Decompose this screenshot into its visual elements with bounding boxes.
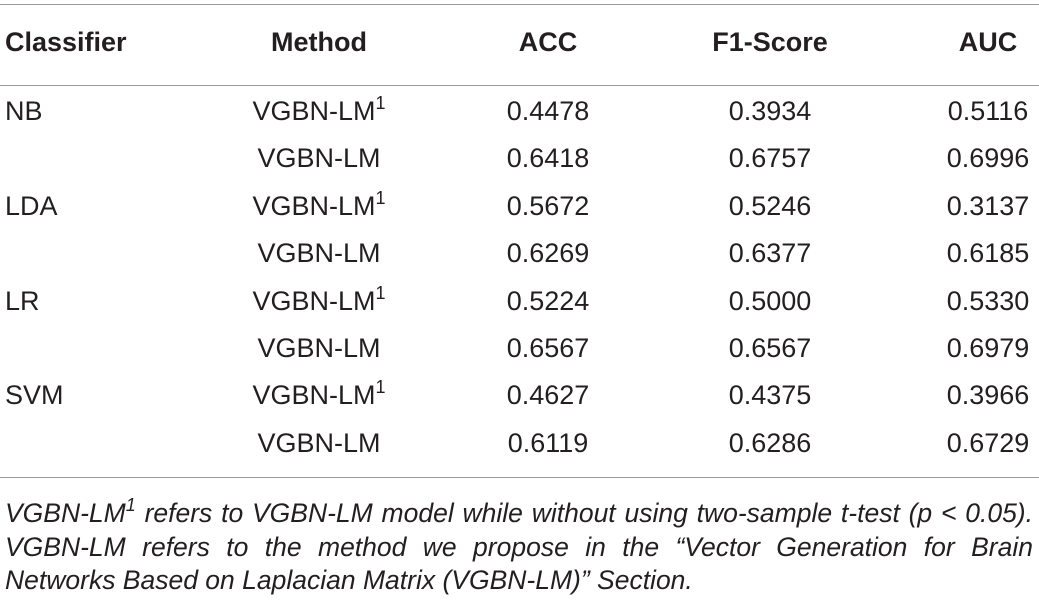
auc-cell: 0.5330 xyxy=(946,285,1030,316)
method-note: 1 xyxy=(375,377,386,398)
header-cell: F1-Score xyxy=(712,27,828,57)
header-rule xyxy=(0,85,1039,86)
acc-cell: 0.6567 xyxy=(506,333,590,363)
f1-cell: 0.5000 xyxy=(728,285,812,316)
classifier-cell: LDA xyxy=(5,190,58,221)
top-rule xyxy=(0,4,1039,5)
method-text: VGBN-LM xyxy=(257,143,381,174)
auc-cell: 0.5116 xyxy=(947,96,1029,126)
method-cell: VGBN-LM xyxy=(257,426,380,460)
f1-cell: 0.6567 xyxy=(728,333,812,363)
f1-cell: 0.6757 xyxy=(728,143,812,174)
method-cell: VGBN-LM1 xyxy=(252,284,385,318)
footnote: VGBN-LM1 refers to VGBN-LM model while w… xyxy=(5,495,1033,598)
acc-cell: 0.4627 xyxy=(506,380,590,411)
method-cell: VGBN-LM xyxy=(257,331,380,365)
method-text: VGBN-LM xyxy=(252,380,376,411)
method-cell: VGBN-LM1 xyxy=(252,189,385,223)
footnote-marker: 1 xyxy=(125,495,136,515)
f1-cell: 0.5246 xyxy=(728,190,812,221)
auc-cell: 0.3966 xyxy=(946,380,1030,411)
method-cell: VGBN-LM1 xyxy=(252,378,385,412)
bottom-rule xyxy=(0,477,1039,478)
classifier-cell: NB xyxy=(5,96,43,126)
method-note: 1 xyxy=(375,187,386,208)
method-text: VGBN-LM xyxy=(252,96,376,126)
footnote-text: refers to VGBN-LM model while without us… xyxy=(5,498,1033,595)
acc-cell: 0.6418 xyxy=(506,143,590,174)
auc-cell: 0.6996 xyxy=(946,143,1030,174)
f1-cell: 0.3934 xyxy=(728,96,812,126)
acc-cell: 0.5672 xyxy=(506,190,590,221)
method-note: 1 xyxy=(375,93,386,113)
method-text: VGBN-LM xyxy=(257,427,381,458)
classifier-cell: LR xyxy=(5,285,40,316)
f1-cell: 0.4375 xyxy=(728,380,812,411)
method-text: VGBN-LM xyxy=(257,238,381,269)
acc-cell: 0.4478 xyxy=(506,96,590,126)
auc-cell: 0.6185 xyxy=(946,238,1030,269)
method-note: 1 xyxy=(375,282,386,303)
method-cell: VGBN-LM1 xyxy=(252,94,385,128)
footnote-term: VGBN-LM xyxy=(5,498,126,528)
method-text: VGBN-LM xyxy=(252,190,376,221)
method-text: VGBN-LM xyxy=(252,285,376,316)
header-cell: ACC xyxy=(518,27,578,57)
method-cell: VGBN-LM xyxy=(257,141,380,175)
header-cell: Method xyxy=(271,27,367,57)
method-text: VGBN-LM xyxy=(257,333,381,363)
auc-cell: 0.3137 xyxy=(946,190,1030,221)
classifier-cell: SVM xyxy=(5,380,64,411)
f1-cell: 0.6286 xyxy=(728,427,812,458)
acc-cell: 0.6119 xyxy=(507,427,589,458)
method-cell: VGBN-LM xyxy=(257,236,380,270)
auc-cell: 0.6729 xyxy=(946,427,1030,458)
auc-cell: 0.6979 xyxy=(946,333,1030,363)
f1-cell: 0.6377 xyxy=(728,238,812,269)
acc-cell: 0.6269 xyxy=(506,238,590,269)
header-cell: AUC xyxy=(958,27,1018,57)
header-cell: Classifier xyxy=(5,27,127,57)
acc-cell: 0.5224 xyxy=(506,285,590,316)
